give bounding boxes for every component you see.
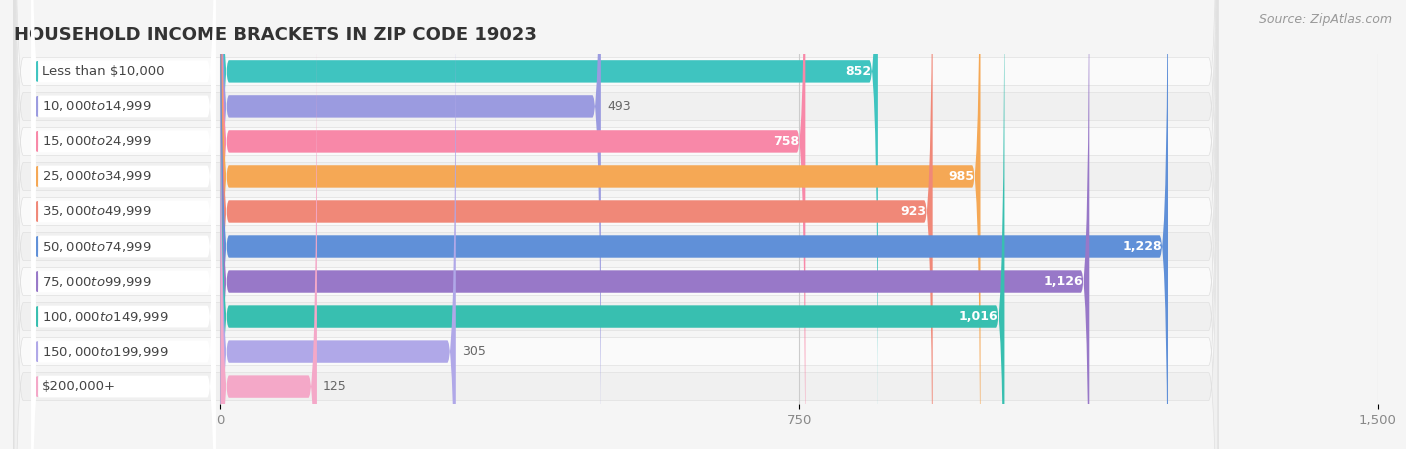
Text: $75,000 to $99,999: $75,000 to $99,999: [42, 274, 152, 289]
FancyBboxPatch shape: [31, 0, 217, 449]
Text: 985: 985: [948, 170, 974, 183]
Text: $50,000 to $74,999: $50,000 to $74,999: [42, 239, 152, 254]
FancyBboxPatch shape: [221, 0, 456, 449]
FancyBboxPatch shape: [14, 0, 1218, 449]
FancyBboxPatch shape: [221, 0, 877, 445]
FancyBboxPatch shape: [31, 0, 217, 449]
Text: Less than $10,000: Less than $10,000: [42, 65, 165, 78]
FancyBboxPatch shape: [14, 0, 1218, 449]
Text: $15,000 to $24,999: $15,000 to $24,999: [42, 134, 152, 149]
FancyBboxPatch shape: [14, 0, 1218, 449]
FancyBboxPatch shape: [14, 0, 1218, 449]
FancyBboxPatch shape: [31, 0, 217, 449]
Text: 852: 852: [845, 65, 872, 78]
Text: $10,000 to $14,999: $10,000 to $14,999: [42, 99, 152, 114]
FancyBboxPatch shape: [31, 0, 217, 449]
FancyBboxPatch shape: [221, 0, 1004, 449]
Text: $200,000+: $200,000+: [42, 380, 117, 393]
Text: 1,126: 1,126: [1043, 275, 1083, 288]
Text: 758: 758: [773, 135, 799, 148]
FancyBboxPatch shape: [221, 0, 932, 449]
Text: $35,000 to $49,999: $35,000 to $49,999: [42, 204, 152, 219]
FancyBboxPatch shape: [31, 0, 217, 449]
Text: $150,000 to $199,999: $150,000 to $199,999: [42, 344, 169, 359]
Text: 125: 125: [323, 380, 347, 393]
Text: 1,228: 1,228: [1122, 240, 1161, 253]
Text: 305: 305: [463, 345, 486, 358]
FancyBboxPatch shape: [31, 0, 217, 449]
FancyBboxPatch shape: [31, 0, 217, 449]
FancyBboxPatch shape: [221, 0, 1168, 449]
FancyBboxPatch shape: [14, 0, 1218, 449]
FancyBboxPatch shape: [14, 0, 1218, 449]
FancyBboxPatch shape: [14, 0, 1218, 449]
FancyBboxPatch shape: [221, 0, 1090, 449]
FancyBboxPatch shape: [221, 0, 600, 449]
Text: $100,000 to $149,999: $100,000 to $149,999: [42, 309, 169, 324]
FancyBboxPatch shape: [14, 0, 1218, 449]
FancyBboxPatch shape: [14, 0, 1218, 449]
Text: 493: 493: [607, 100, 631, 113]
Text: $25,000 to $34,999: $25,000 to $34,999: [42, 169, 152, 184]
FancyBboxPatch shape: [221, 0, 806, 449]
FancyBboxPatch shape: [31, 0, 217, 446]
Text: Source: ZipAtlas.com: Source: ZipAtlas.com: [1258, 13, 1392, 26]
FancyBboxPatch shape: [14, 0, 1218, 449]
FancyBboxPatch shape: [31, 0, 217, 449]
Text: 923: 923: [900, 205, 927, 218]
FancyBboxPatch shape: [221, 0, 980, 449]
Text: 1,016: 1,016: [959, 310, 998, 323]
Text: HOUSEHOLD INCOME BRACKETS IN ZIP CODE 19023: HOUSEHOLD INCOME BRACKETS IN ZIP CODE 19…: [14, 26, 537, 44]
FancyBboxPatch shape: [31, 12, 217, 449]
FancyBboxPatch shape: [221, 13, 316, 449]
